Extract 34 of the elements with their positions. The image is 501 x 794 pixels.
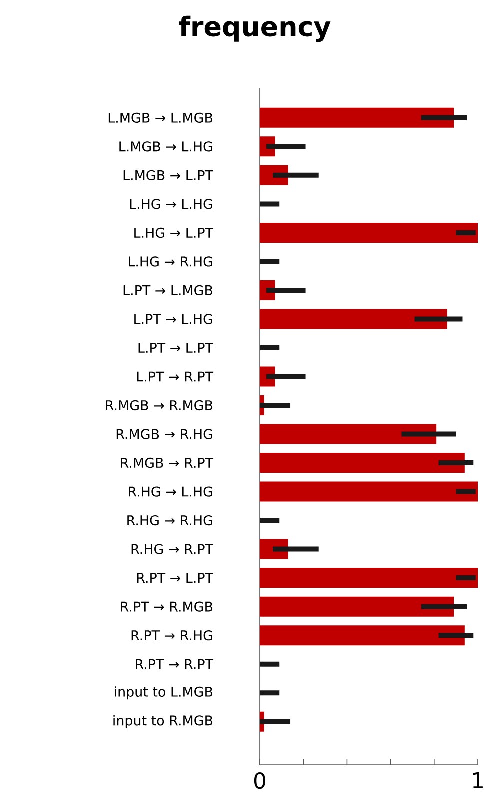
bar (260, 482, 478, 502)
y-tick-label: L.HG → L.PT (134, 228, 214, 238)
y-tick-label: R.MGB → R.PT (121, 458, 214, 468)
y-tick-label: L.PT → L.HG (134, 314, 212, 324)
bar (260, 108, 454, 128)
y-tick-label: L.HG → L.HG (130, 199, 212, 210)
y-tick-label: R.HG → L.HG (129, 486, 212, 497)
bar (260, 222, 478, 243)
x-tick-label: 1 (473, 772, 483, 788)
bar (260, 596, 454, 617)
chart-title: frequency (179, 16, 331, 42)
bar (260, 309, 448, 330)
y-tick-label: R.PT → R.PT (136, 659, 214, 670)
y-tick-label: R.HG → R.PT (132, 544, 214, 554)
y-tick-label: input to R.MGB (114, 715, 213, 728)
y-tick-label: L.MGB → L.HG (120, 142, 212, 152)
y-tick-label: L.HG → R.HG (129, 256, 212, 267)
y-tick-label: R.HG → R.HG (128, 515, 212, 526)
x-tick-label: 0 (254, 772, 266, 790)
y-tick-label: L.PT → L.PT (138, 343, 214, 353)
bar (260, 453, 465, 474)
y-tick-label: L.MGB → L.PT (124, 170, 214, 181)
bar (260, 424, 437, 444)
y-tick-label: L.MGB → L.MGB (108, 112, 213, 123)
y-tick-label: input to L.MGB (115, 686, 213, 700)
y-tick-label: L.PT → R.PT (137, 372, 214, 382)
y-tick-label: R.PT → R.HG (132, 630, 212, 641)
bar (260, 626, 465, 646)
y-tick-label: R.MGB → R.MGB (106, 400, 213, 411)
y-tick-label: R.PT → L.PT (137, 573, 214, 583)
bar (260, 568, 478, 588)
y-tick-label: R.MGB → R.HG (116, 429, 212, 440)
y-tick-label: R.PT → R.MGB (121, 602, 213, 612)
y-tick-label: L.PT → L.MGB (124, 285, 213, 296)
